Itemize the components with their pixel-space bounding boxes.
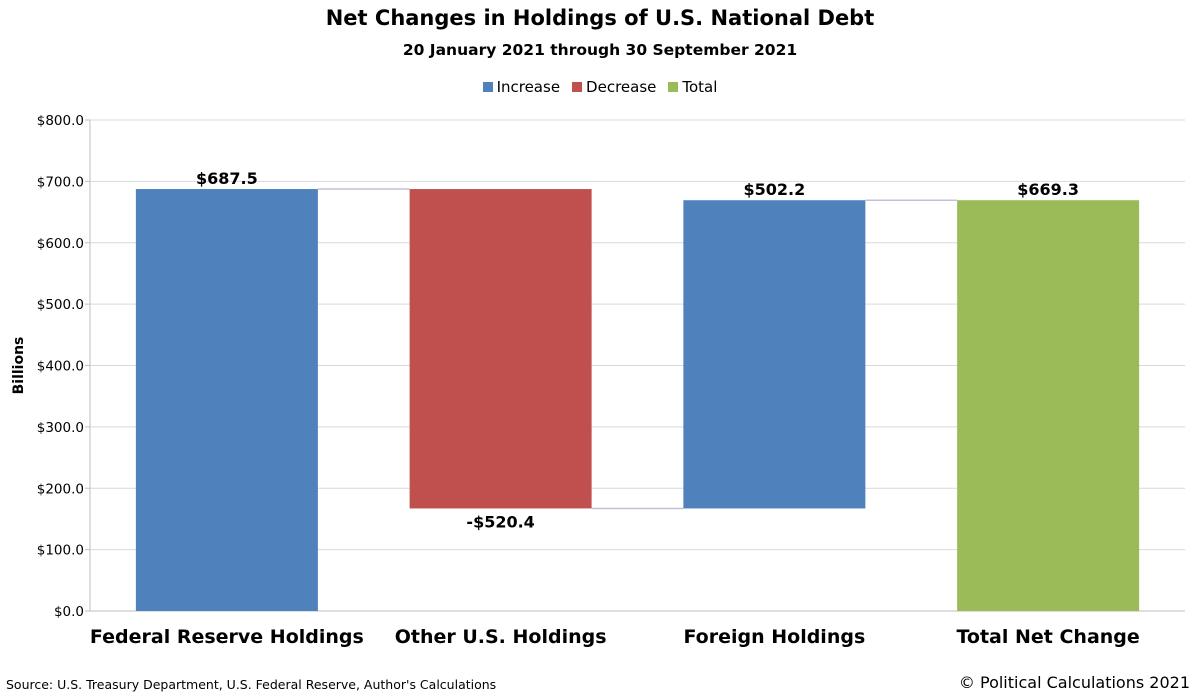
legend-item-increase: Increase: [482, 78, 561, 96]
y-axis-title: Billions: [11, 337, 27, 395]
y-tick-label: $700.0: [37, 174, 84, 190]
y-tick-label: $800.0: [37, 113, 84, 129]
y-tick-label: $200.0: [37, 481, 84, 497]
x-tick-label: Total Net Change: [956, 626, 1139, 648]
legend-label: Total: [682, 78, 718, 96]
x-tick-label: Foreign Holdings: [683, 626, 865, 648]
copyright-note: © Political Calculations 2021: [958, 673, 1190, 692]
y-tick-label: $300.0: [37, 420, 84, 436]
legend-label: Decrease: [586, 78, 657, 96]
legend: Increase Decrease Total: [0, 78, 1200, 96]
bar-increase: [683, 200, 866, 509]
y-tick-label: $0.0: [54, 604, 84, 620]
data-label: -$520.4: [466, 512, 534, 531]
y-tick-label: $600.0: [37, 236, 84, 252]
x-tick-label: Other U.S. Holdings: [395, 626, 607, 648]
chart-title: Net Changes in Holdings of U.S. National…: [325, 6, 875, 30]
legend-swatch: [482, 82, 493, 92]
data-label: $687.5: [196, 169, 258, 188]
x-tick-label: Federal Reserve Holdings: [90, 626, 364, 648]
legend-item-total: Total: [668, 78, 717, 96]
source-note: Source: U.S. Treasury Department, U.S. F…: [6, 677, 497, 692]
data-label: $669.3: [1017, 180, 1079, 199]
y-tick-label: $500.0: [37, 297, 84, 313]
legend-item-decrease: Decrease: [572, 78, 656, 96]
y-tick-label: $400.0: [37, 359, 84, 375]
legend-label: Increase: [496, 78, 561, 96]
bar-decrease: [409, 189, 592, 509]
legend-swatch: [572, 82, 583, 92]
bar-total: [957, 200, 1140, 611]
legend-swatch: [668, 82, 679, 92]
chart-subtitle: 20 January 2021 through 30 September 202…: [402, 41, 798, 59]
y-tick-label: $100.0: [37, 543, 84, 559]
bar-increase: [135, 189, 318, 611]
data-label: $502.2: [744, 180, 806, 199]
